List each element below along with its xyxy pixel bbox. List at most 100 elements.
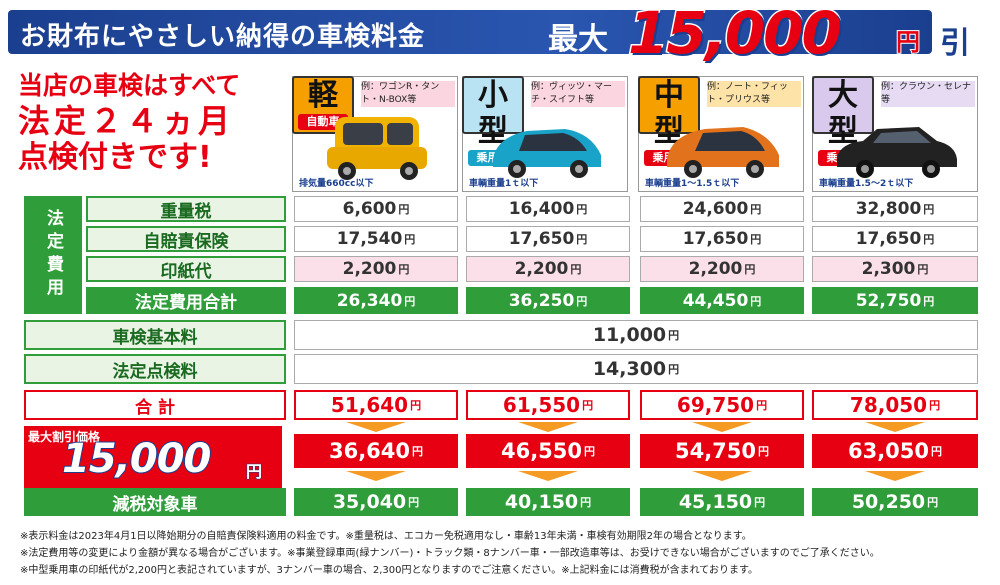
legal-total-kei: 26,340 円 [294, 287, 458, 314]
discount-small: 46,550 円 [466, 434, 630, 468]
yen: 円 [750, 203, 762, 216]
yen: 円 [580, 496, 592, 509]
car-card-large: 大型 乗用車 例：クラウン・セレナ等 車輌重量1.5～2ｔ以下 [812, 76, 978, 192]
tax-reduction-medium: 45,150 円 [640, 488, 804, 516]
weight-tax-medium: 24,600 円 [640, 196, 804, 222]
legal-fees-group-label: 法定費用 [24, 196, 82, 314]
tagline-line1: 当店の車検はすべて [18, 71, 241, 100]
value: 2,200 [514, 259, 569, 279]
car-image-kei [327, 117, 427, 180]
value: 40,150 [504, 491, 579, 513]
down-arrow-icon [346, 471, 406, 481]
value: 16,400 [508, 199, 575, 219]
stamp-large: 2,300 円 [812, 256, 978, 282]
footnote-2: ※法定費用等の変更により金額が異なる場合がございます。※事業登録車両(緑ナンバー… [20, 548, 880, 559]
value: 61,550 [502, 393, 581, 417]
insurance-large: 17,650 円 [812, 226, 978, 252]
yen: 円 [584, 445, 596, 458]
value: 44,450 [682, 290, 749, 311]
yen: 円 [398, 203, 410, 216]
total-medium: 69,750 円 [640, 390, 804, 420]
car-note: 排気量660cc以下 [299, 179, 374, 189]
value: 2,200 [342, 259, 397, 279]
car-note: 車輌重量1ｔ以下 [469, 179, 539, 189]
yen: 円 [923, 233, 935, 246]
tax-reduction-small: 40,150 円 [466, 488, 630, 516]
value: 69,750 [676, 393, 755, 417]
yen: 円 [570, 263, 582, 276]
insurance-small: 17,650 円 [466, 226, 630, 252]
value: 32,800 [855, 199, 922, 219]
value: 2,300 [861, 259, 916, 279]
stamp-small: 2,200 円 [466, 256, 630, 282]
value: 52,750 [855, 290, 922, 311]
yen: 円 [576, 203, 588, 216]
footnote-1: ※表示料金は2023年4月1日以降始期分の自賠責保険料適用の料金です。※重量税は… [20, 531, 752, 542]
car-card-kei: 軽 自動車 例：ワゴンR・タント・N-BOX等 排気量660cc以下 [292, 76, 458, 192]
weight-tax-small: 16,400 円 [466, 196, 630, 222]
header-max-label: 最大 [548, 22, 608, 57]
legal-fees-group-text: 法定費用 [43, 209, 63, 301]
tax-reduction-kei: 35,040 円 [294, 488, 458, 516]
down-arrow-icon [518, 471, 578, 481]
yen: 円 [929, 399, 941, 412]
stamp-kei: 2,200 円 [294, 256, 458, 282]
value: 11,000 [592, 324, 667, 346]
value: 17,650 [508, 229, 575, 249]
car-image-large [837, 127, 957, 178]
header-yen: 円 [895, 27, 921, 57]
value: 54,750 [674, 439, 757, 463]
yen: 円 [923, 203, 935, 216]
value: 36,640 [328, 439, 411, 463]
tax-reduction-large: 50,250 円 [812, 488, 978, 516]
value: 45,150 [678, 491, 753, 513]
car-badge-size: 軽 [308, 78, 338, 113]
row-label-stamp: 印紙代 [86, 256, 286, 282]
down-arrow-icon [692, 471, 752, 481]
car-example: 例：ワゴンR・タント・N-BOX等 [361, 81, 455, 107]
down-arrow-icon [346, 422, 406, 432]
discount-medium: 54,750 円 [640, 434, 804, 468]
value: 78,050 [849, 393, 928, 417]
discount-kei: 36,640 円 [294, 434, 458, 468]
stamp-medium: 2,200 円 [640, 256, 804, 282]
car-note: 車輌重量1～1.5ｔ以下 [645, 179, 740, 189]
max-discount-yen: 円 [245, 462, 263, 482]
legal-total-small: 36,250 円 [466, 287, 630, 314]
car-badge: 軽 自動車 [292, 76, 354, 134]
tagline: 当店の車検はすべて 法定２４ヵ月 点検付きです! [18, 70, 280, 176]
yen: 円 [750, 233, 762, 246]
car-example: 例：ヴィッツ・マーチ・スイフト等 [531, 81, 625, 107]
car-card-medium: 中型 乗用車 例：ノート・フィット・プリウス等 車輌重量1～1.5ｔ以下 [638, 76, 804, 192]
car-example: 例：クラウン・セレナ等 [881, 81, 975, 107]
yen: 円 [412, 445, 424, 458]
header: お財布にやさしい納得の車検料金 最大 15,000 円 引 [0, 0, 1000, 66]
value: 2,200 [688, 259, 743, 279]
weight-tax-large: 32,800 円 [812, 196, 978, 222]
down-arrow-icon [865, 471, 925, 481]
yen: 円 [754, 496, 766, 509]
value: 50,250 [851, 491, 926, 513]
yen: 円 [927, 496, 939, 509]
yen: 円 [756, 399, 768, 412]
yen: 円 [410, 399, 422, 412]
value: 46,550 [500, 439, 583, 463]
yen: 円 [750, 294, 762, 308]
row-label-total: 合 計 [24, 390, 286, 420]
value: 6,600 [342, 199, 397, 219]
value: 24,600 [682, 199, 749, 219]
header-bar [8, 10, 932, 54]
down-arrow-icon [865, 422, 925, 432]
value: 63,050 [847, 439, 930, 463]
down-arrow-icon [518, 422, 578, 432]
row-label-legal-total: 法定費用合計 [86, 287, 286, 314]
down-arrow-icon [692, 422, 752, 432]
yen: 円 [917, 263, 929, 276]
car-example: 例：ノート・フィット・プリウス等 [707, 81, 801, 107]
max-discount-label: 最大割引価格 [28, 430, 101, 444]
total-small: 61,550 円 [466, 390, 630, 420]
value: 36,250 [508, 290, 575, 311]
discount-large: 63,050 円 [812, 434, 978, 468]
max-discount-box [24, 426, 282, 488]
insurance-kei: 17,540 円 [294, 226, 458, 252]
